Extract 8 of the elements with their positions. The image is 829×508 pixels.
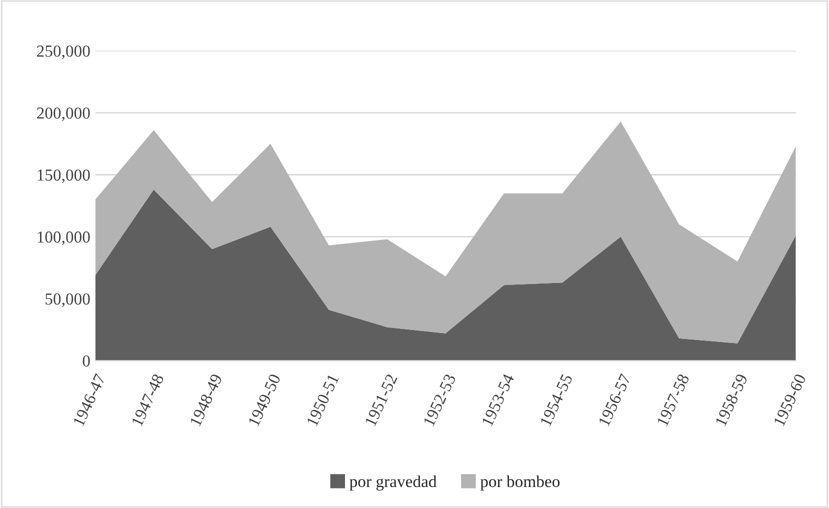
legend-label: por gravedad (350, 475, 437, 491)
y-tick-label: 100,000 (38, 231, 90, 246)
legend-label: por bombeo (480, 475, 560, 491)
y-tick-label: 150,000 (38, 169, 90, 184)
y-tick-label: 50,000 (46, 293, 90, 308)
y-tick-label: 250,000 (37, 46, 90, 60)
y-tick-label: 0 (82, 355, 90, 367)
y-tick-label: 200,000 (37, 107, 90, 122)
